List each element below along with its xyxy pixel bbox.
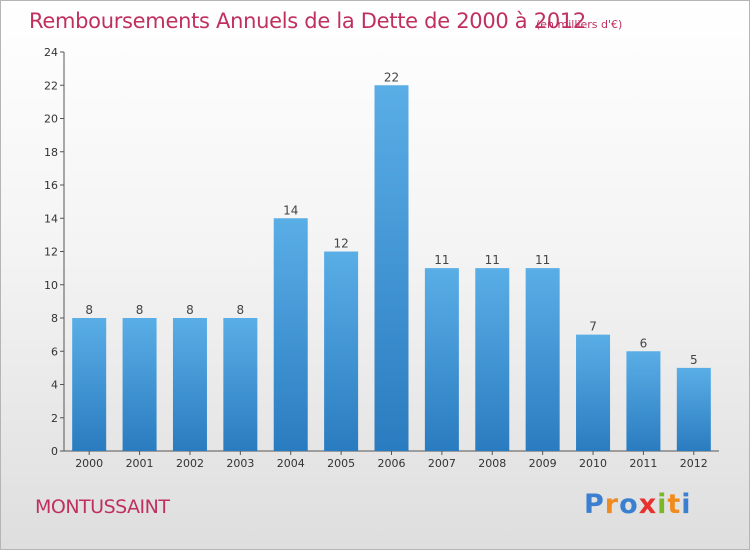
logo-letter: t [667,489,682,520]
y-tick-label: 10 [44,279,58,292]
x-tick-label: 2001 [126,457,154,470]
y-tick-label: 0 [51,445,58,458]
bar [525,268,560,451]
bar-value-label: 11 [485,253,500,267]
logo-letter: i [657,489,668,520]
bar-value-label: 8 [186,303,194,317]
bar [626,351,661,451]
bar-value-label: 7 [589,320,597,334]
bar [223,318,258,451]
bar [324,251,359,451]
bar [72,318,107,451]
x-tick-label: 2011 [629,457,657,470]
bar-value-label: 6 [640,336,648,350]
chart-subtitle: (en milliers d'€) [536,18,623,31]
y-tick-label: 12 [44,246,58,259]
bar [374,85,409,451]
logo-letter: r [604,489,620,520]
y-tick-label: 18 [44,146,58,159]
y-tick-label: 22 [44,79,58,92]
y-tick-label: 4 [51,379,58,392]
x-tick-label: 2010 [579,457,607,470]
bar-value-label: 14 [283,203,298,217]
x-tick-label: 2000 [75,457,103,470]
bar-value-label: 12 [333,237,348,251]
x-tick-label: 2009 [529,457,557,470]
bar [172,318,207,451]
y-tick-label: 24 [44,46,58,59]
bar-value-label: 22 [384,70,399,84]
city-name: MONTUSSAINT [35,496,170,518]
x-tick-label: 2007 [428,457,456,470]
logo-letter: i [681,489,692,520]
proxiti-logo: Proxiti [584,489,692,520]
y-tick-label: 20 [44,113,58,126]
y-tick-label: 6 [51,345,58,358]
y-tick-label: 8 [51,312,58,325]
x-tick-label: 2003 [226,457,254,470]
bar [122,318,157,451]
x-tick-label: 2004 [277,457,305,470]
x-tick-label: 2008 [478,457,506,470]
x-tick-label: 2006 [378,457,406,470]
bar [576,334,611,451]
bar [475,268,510,451]
x-tick-label: 2005 [327,457,355,470]
bar-value-label: 8 [136,303,144,317]
bar-value-label: 8 [85,303,93,317]
logo-letter: P [584,489,605,520]
bar-value-label: 11 [535,253,550,267]
y-tick-label: 14 [44,212,58,225]
bar [273,218,308,451]
bar [424,268,459,451]
bar-value-label: 11 [434,253,449,267]
chart-title: Remboursements Annuels de la Dette de 20… [29,9,586,33]
y-tick-label: 16 [44,179,58,192]
x-tick-label: 2002 [176,457,204,470]
x-tick-label: 2012 [680,457,708,470]
bar [676,367,711,451]
logo-letter: x [638,489,658,520]
bar-value-label: 5 [690,353,698,367]
bar-value-label: 8 [237,303,245,317]
logo-letter: o [619,489,639,520]
y-tick-label: 2 [51,412,58,425]
